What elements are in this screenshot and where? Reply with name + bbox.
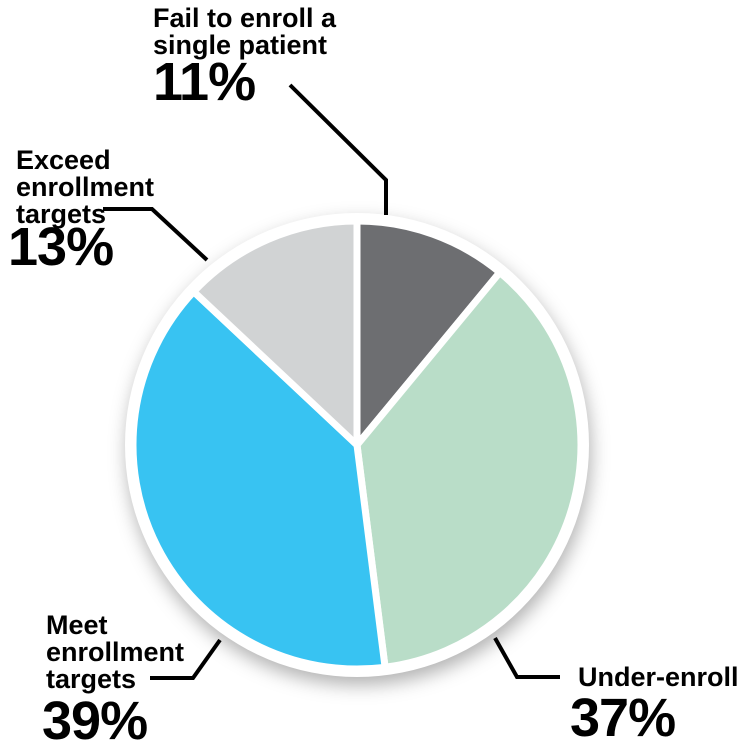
- label-exceed-line-2: enrollment: [16, 172, 155, 202]
- leader-line-fail-to-enroll: [288, 83, 388, 215]
- value-exceed-percent: 13%: [8, 217, 114, 277]
- pie-slice-fail-to-enroll-a-single-patient: [353, 217, 504, 449]
- label-meet-targets: Meet enrollment targets: [46, 612, 184, 693]
- leader-lines: [103, 83, 560, 680]
- leader-line-meet-targets: [150, 638, 222, 680]
- pie-slice-meet-enrollment-targets: [129, 288, 389, 673]
- pie-slice-exceed-enrollment-targets: [190, 217, 361, 449]
- value-under-percent: 37%: [570, 688, 676, 748]
- label-meet-line-2: enrollment: [46, 637, 185, 667]
- label-exceed-line-3: targets: [16, 199, 107, 229]
- pie-group: [125, 213, 589, 677]
- leader-line-under-enroll: [493, 637, 560, 679]
- pie-slice-under-enroll: [353, 268, 585, 671]
- leader-line-exceed-targets: [103, 207, 209, 262]
- label-fail-to-enroll: Fail to enroll a single patient: [153, 5, 336, 59]
- label-exceed-targets: Exceed enrollment targets: [16, 147, 154, 228]
- label-fail-line-2: single patient: [153, 30, 328, 60]
- label-exceed-line-1: Exceed: [16, 145, 111, 175]
- label-under-enroll: Under-enroll: [578, 664, 739, 691]
- value-fail-percent: 11%: [153, 52, 256, 112]
- value-meet-percent: 39%: [42, 691, 148, 751]
- label-meet-line-1: Meet: [46, 610, 108, 640]
- label-meet-line-3: targets: [46, 664, 137, 694]
- label-under-line-1: Under-enroll: [578, 662, 739, 692]
- label-fail-line-1: Fail to enroll a: [153, 3, 337, 33]
